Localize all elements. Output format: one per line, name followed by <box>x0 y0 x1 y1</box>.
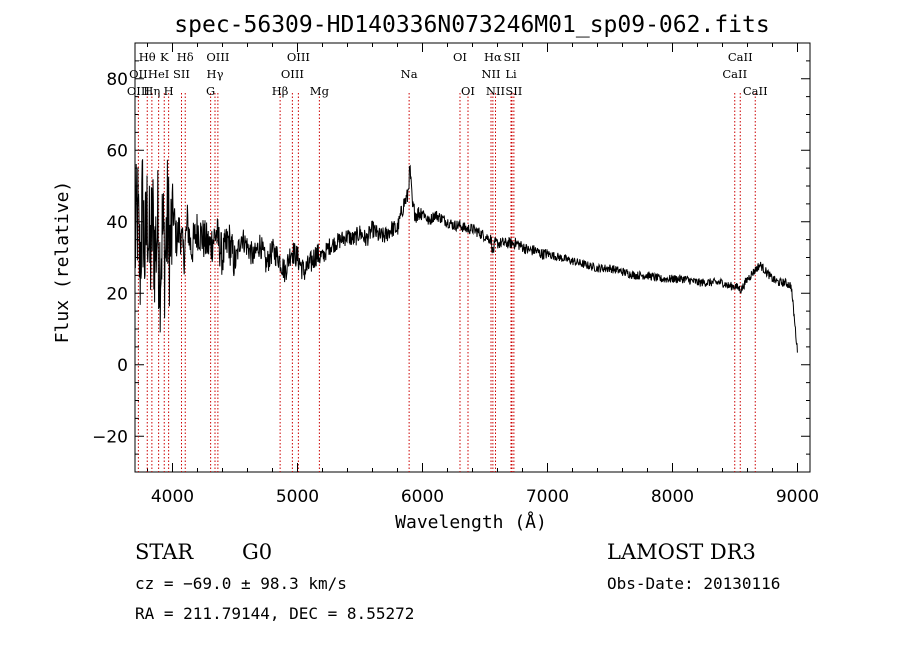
redshift-velocity: cz = −69.0 ± 98.3 km/s <box>135 574 347 593</box>
line-label: HeI <box>148 67 169 81</box>
x-axis-label: Wavelength (Å) <box>395 511 547 533</box>
line-label: OII <box>129 67 148 81</box>
y-tick-label: −20 <box>92 427 128 447</box>
x-tick-label: 8000 <box>651 487 694 507</box>
line-label: Hγ <box>207 67 224 81</box>
line-label: K <box>160 50 169 64</box>
spectral-line-markers <box>137 93 756 472</box>
line-label: OI <box>453 50 467 64</box>
spectral-subclass: G0 <box>242 540 273 564</box>
line-label: NII <box>481 67 500 81</box>
line-label: Li <box>505 67 517 81</box>
line-label: OIII <box>287 50 310 64</box>
line-label: CaII <box>722 67 747 81</box>
x-tick-label: 4000 <box>151 487 194 507</box>
line-label: SII <box>504 50 521 64</box>
observation-date: Obs-Date: 20130116 <box>607 574 781 593</box>
line-label: SII <box>505 84 522 98</box>
line-label: Na <box>401 67 418 81</box>
y-tick-label: 40 <box>106 213 128 233</box>
x-tick-label: 6000 <box>401 487 444 507</box>
y-tick-label: 20 <box>106 284 128 304</box>
line-label: OIII <box>127 84 150 98</box>
line-label: CaII <box>728 50 753 64</box>
line-label: OIII <box>281 67 304 81</box>
spectrum-line <box>134 159 798 353</box>
chart-title: spec-56309-HD140336N073246M01_sp09-062.f… <box>174 12 769 38</box>
line-label: Hβ <box>272 84 289 98</box>
spectral-line-labels: Hθ OII OIII K HeI Hη Hδ SII H OIII Hγ G OIII OIII Hβ Mg… <box>127 50 768 98</box>
x-tick-label: 7000 <box>526 487 569 507</box>
line-label: Mg <box>310 84 330 98</box>
survey-name: LAMOST DR3 <box>607 540 756 564</box>
spectrum-series <box>134 159 798 353</box>
y-axis-label: Flux (relative) <box>52 181 73 344</box>
line-label: Hθ <box>139 50 156 64</box>
y-tick-label: 80 <box>106 70 128 90</box>
x-tick-label: 9000 <box>776 487 819 507</box>
x-tick-label: 5000 <box>276 487 319 507</box>
y-tick-label: 0 <box>117 356 128 376</box>
line-label: G <box>206 84 215 98</box>
line-label: OI <box>461 84 475 98</box>
line-label: SII <box>173 67 190 81</box>
line-label: NII <box>486 84 505 98</box>
object-class: STAR <box>135 540 194 564</box>
line-label: Hα <box>484 50 502 64</box>
y-tick-label: 60 <box>106 141 128 161</box>
coordinates: RA = 211.79144, DEC = 8.55272 <box>135 604 415 623</box>
line-label: H <box>164 84 174 98</box>
line-label: CaII <box>743 84 768 98</box>
tick-labels: 4000 5000 6000 7000 8000 9000 −20 0 20 40 60 80 <box>92 70 819 507</box>
line-label: Hη <box>143 84 160 98</box>
line-label: Hδ <box>177 50 194 64</box>
line-label: OIII <box>206 50 229 64</box>
